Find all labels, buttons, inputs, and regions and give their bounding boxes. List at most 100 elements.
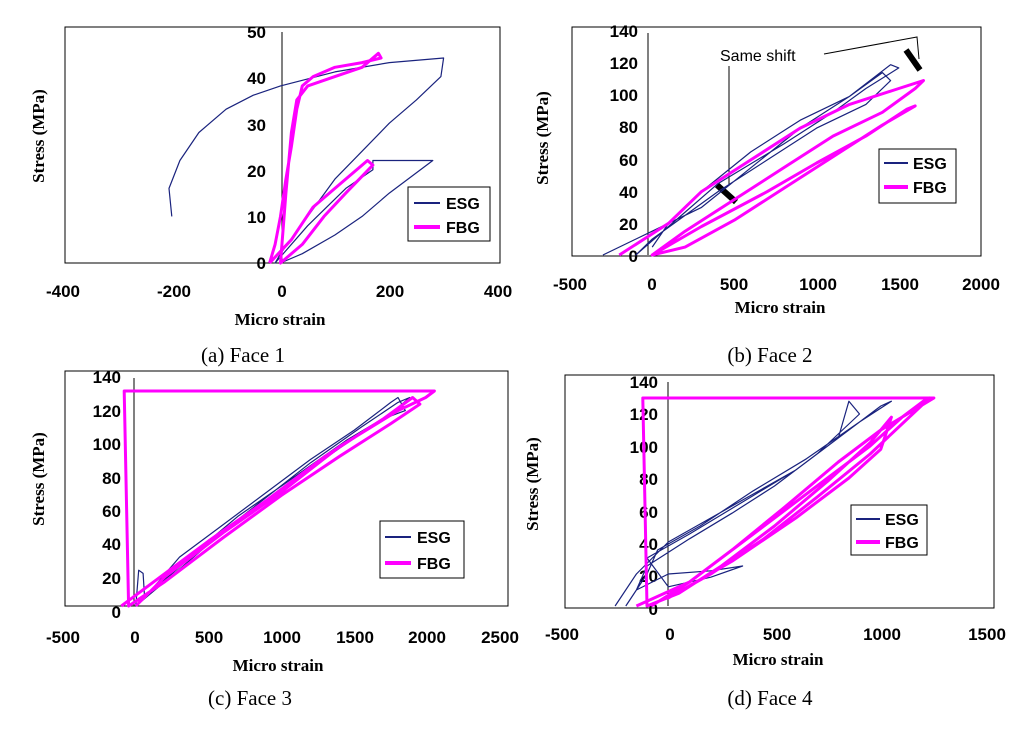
x-tick-label: 1500 bbox=[336, 628, 374, 647]
y-tick-label: 20 bbox=[247, 162, 266, 181]
panel-b-series bbox=[602, 64, 925, 257]
panel-b-ylabel: Stress (MPa) bbox=[533, 91, 552, 185]
x-tick-label: -500 bbox=[46, 628, 80, 647]
x-tick-label: 400 bbox=[484, 282, 512, 301]
panel-a: -400 -200 0 200 400 0 10 20 30 40 50 Mic… bbox=[29, 23, 512, 367]
x-tick-label: 0 bbox=[277, 282, 286, 301]
panel-a-series bbox=[168, 51, 445, 265]
y-tick-label: 60 bbox=[639, 503, 658, 522]
y-tick-label: 140 bbox=[93, 368, 121, 387]
y-tick-label: 10 bbox=[247, 208, 266, 227]
series-line-esg bbox=[168, 57, 445, 264]
y-tick-label: 30 bbox=[247, 116, 266, 135]
panel-b: -500 0 500 1000 1500 2000 0 20 40 60 80 … bbox=[533, 22, 1000, 367]
panel-a-xlabel: Micro strain bbox=[235, 310, 326, 329]
y-tick-label: 20 bbox=[102, 569, 121, 588]
y-tick-label: 40 bbox=[639, 535, 658, 554]
panel-b-annotation: Same shift bbox=[714, 36, 923, 205]
panel-b-caption: (b) Face 2 bbox=[727, 343, 812, 367]
legend-box bbox=[878, 148, 957, 204]
y-tick-label: 60 bbox=[619, 151, 638, 170]
legend-label-esg: ESG bbox=[885, 512, 919, 529]
panel-c-legend: ESG FBG bbox=[379, 520, 465, 579]
y-tick-label: 140 bbox=[630, 373, 658, 392]
legend-label-fbg: FBG bbox=[417, 556, 451, 573]
x-tick-label: -200 bbox=[157, 282, 191, 301]
panel-c-xticks: -500 0 500 1000 1500 2000 2500 bbox=[46, 628, 519, 647]
series-line-fbg bbox=[618, 79, 925, 257]
panel-c-caption: (c) Face 3 bbox=[208, 686, 292, 710]
x-tick-label: 0 bbox=[647, 275, 656, 294]
x-tick-label: 500 bbox=[195, 628, 223, 647]
panel-c-xlabel: Micro strain bbox=[233, 656, 324, 675]
y-tick-label: 0 bbox=[257, 254, 266, 273]
panel-d: -500 0 500 1000 1500 0 20 40 60 80 100 1… bbox=[523, 373, 1006, 710]
annotation-leader-2 bbox=[823, 36, 920, 60]
panel-c: -500 0 500 1000 1500 2000 2500 0 20 40 6… bbox=[29, 368, 519, 710]
panel-b-xlabel: Micro strain bbox=[735, 298, 826, 317]
legend-label-esg: ESG bbox=[417, 530, 451, 547]
panel-d-caption: (d) Face 4 bbox=[727, 686, 813, 710]
legend-box bbox=[407, 186, 491, 242]
panel-d-ylabel: Stress (MPa) bbox=[523, 437, 542, 531]
y-tick-label: 40 bbox=[102, 535, 121, 554]
x-tick-label: 500 bbox=[720, 275, 748, 294]
x-tick-label: 2500 bbox=[481, 628, 519, 647]
y-tick-label: 0 bbox=[629, 247, 638, 266]
y-tick-label: 50 bbox=[247, 23, 266, 42]
panel-a-yticks: 0 10 20 30 40 50 bbox=[247, 23, 266, 273]
legend-label-fbg: FBG bbox=[446, 220, 480, 237]
series-line-fbg bbox=[120, 389, 436, 608]
panel-c-yticks: 0 20 40 60 80 100 120 140 bbox=[93, 368, 121, 622]
x-tick-label: -500 bbox=[553, 275, 587, 294]
legend-label-fbg: FBG bbox=[885, 535, 919, 552]
x-tick-label: 500 bbox=[763, 625, 791, 644]
series-line-esg bbox=[614, 400, 893, 607]
panel-d-xlabel: Micro strain bbox=[733, 650, 824, 669]
panel-b-frame bbox=[571, 26, 982, 257]
x-tick-label: -400 bbox=[46, 282, 80, 301]
y-tick-label: 40 bbox=[619, 183, 638, 202]
panel-d-frame bbox=[564, 374, 995, 609]
legend-box bbox=[850, 504, 928, 556]
y-tick-label: 80 bbox=[102, 469, 121, 488]
y-tick-label: 120 bbox=[610, 54, 638, 73]
y-tick-label: 60 bbox=[102, 502, 121, 521]
x-tick-label: 1000 bbox=[799, 275, 837, 294]
panel-a-xticks: -400 -200 0 200 400 bbox=[46, 282, 512, 301]
x-tick-label: -500 bbox=[545, 625, 579, 644]
panel-d-xticks: -500 0 500 1000 1500 bbox=[545, 625, 1006, 644]
x-tick-label: 0 bbox=[130, 628, 139, 647]
legend-label-esg: ESG bbox=[913, 156, 947, 173]
y-tick-label: 80 bbox=[619, 118, 638, 137]
panel-c-frame bbox=[64, 370, 509, 607]
panel-c-series bbox=[120, 389, 436, 608]
panel-a-caption: (a) Face 1 bbox=[201, 343, 285, 367]
x-tick-label: 0 bbox=[665, 625, 674, 644]
y-tick-label: 20 bbox=[619, 215, 638, 234]
annotation-same-shift: Same shift bbox=[720, 48, 796, 65]
y-tick-label: 40 bbox=[247, 69, 266, 88]
legend-label-fbg: FBG bbox=[913, 180, 947, 197]
panel-a-ylabel: Stress (MPa) bbox=[29, 89, 48, 183]
series-line-fbg bbox=[635, 396, 936, 608]
panel-d-legend: ESG FBG bbox=[850, 504, 928, 556]
y-tick-label: 120 bbox=[93, 402, 121, 421]
x-tick-label: 1000 bbox=[263, 628, 301, 647]
panel-b-xticks: -500 0 500 1000 1500 2000 bbox=[553, 275, 1000, 294]
y-tick-label: 140 bbox=[610, 22, 638, 41]
x-tick-label: 1500 bbox=[881, 275, 919, 294]
y-tick-label: 100 bbox=[610, 86, 638, 105]
panel-b-legend: ESG FBG bbox=[878, 148, 957, 204]
y-tick-label: 80 bbox=[639, 470, 658, 489]
y-tick-label: 0 bbox=[649, 600, 658, 619]
x-tick-label: 2000 bbox=[408, 628, 446, 647]
series-line-esg bbox=[602, 64, 900, 256]
panel-a-legend: ESG FBG bbox=[407, 186, 491, 242]
legend-box bbox=[379, 520, 465, 579]
legend-label-esg: ESG bbox=[446, 196, 480, 213]
series-line-fbg bbox=[268, 51, 383, 265]
panel-c-ylabel: Stress (MPa) bbox=[29, 432, 48, 526]
x-tick-label: 2000 bbox=[962, 275, 1000, 294]
